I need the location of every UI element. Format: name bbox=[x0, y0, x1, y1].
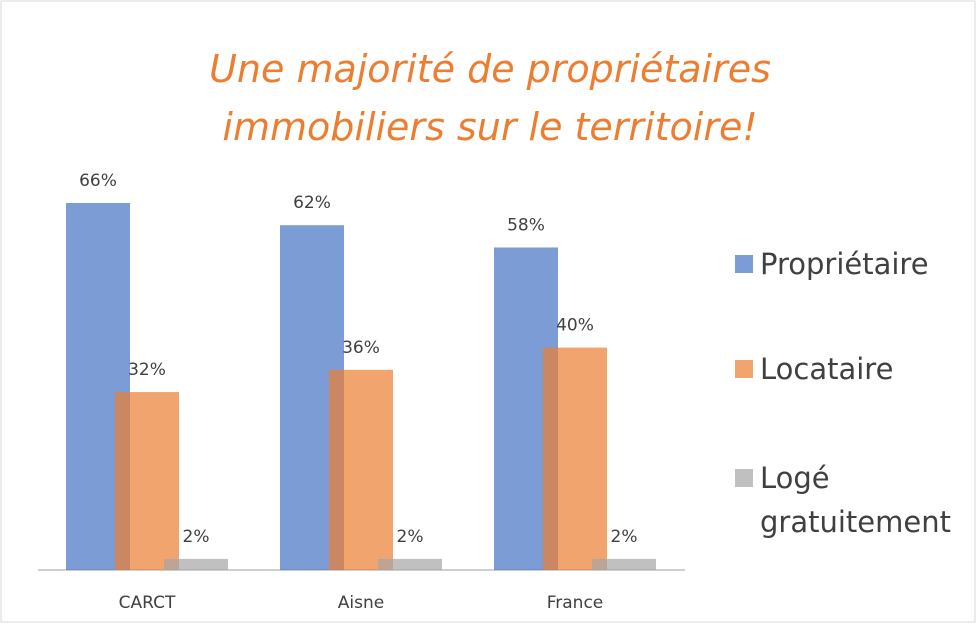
legend-entry: Logé gratuitement bbox=[760, 461, 951, 539]
legend-label: Locataire bbox=[760, 352, 894, 386]
bar bbox=[164, 558, 228, 570]
bar bbox=[115, 392, 179, 570]
x-tick-label: Aisne bbox=[338, 593, 384, 613]
data-label: 62% bbox=[293, 193, 331, 213]
x-tick-label: CARCT bbox=[119, 593, 176, 613]
data-label: 2% bbox=[611, 527, 638, 547]
data-label: 32% bbox=[128, 360, 166, 380]
data-label: 2% bbox=[183, 527, 210, 547]
title-box: Une majorité de propriétaires immobilier… bbox=[209, 47, 771, 149]
bar bbox=[543, 347, 607, 570]
legend-label: Logé gratuitement bbox=[760, 461, 951, 539]
data-label: 2% bbox=[397, 527, 424, 547]
legend-swatch bbox=[735, 469, 753, 487]
bar bbox=[378, 558, 442, 570]
data-label: 66% bbox=[79, 171, 117, 191]
legend-entry: Propriétaire bbox=[760, 247, 929, 281]
bar bbox=[592, 558, 656, 570]
legend-swatch bbox=[735, 255, 753, 273]
data-label: 36% bbox=[342, 338, 380, 358]
bar bbox=[329, 369, 393, 570]
legend-label: Propriétaire bbox=[760, 247, 929, 281]
x-tick-label: France bbox=[547, 593, 604, 613]
legend-swatch bbox=[735, 360, 753, 378]
data-label: 40% bbox=[556, 316, 594, 336]
chart-title: Une majorité de propriétaires immobilier… bbox=[209, 47, 771, 149]
legend-entry: Locataire bbox=[760, 352, 894, 386]
data-label: 58% bbox=[507, 215, 545, 235]
